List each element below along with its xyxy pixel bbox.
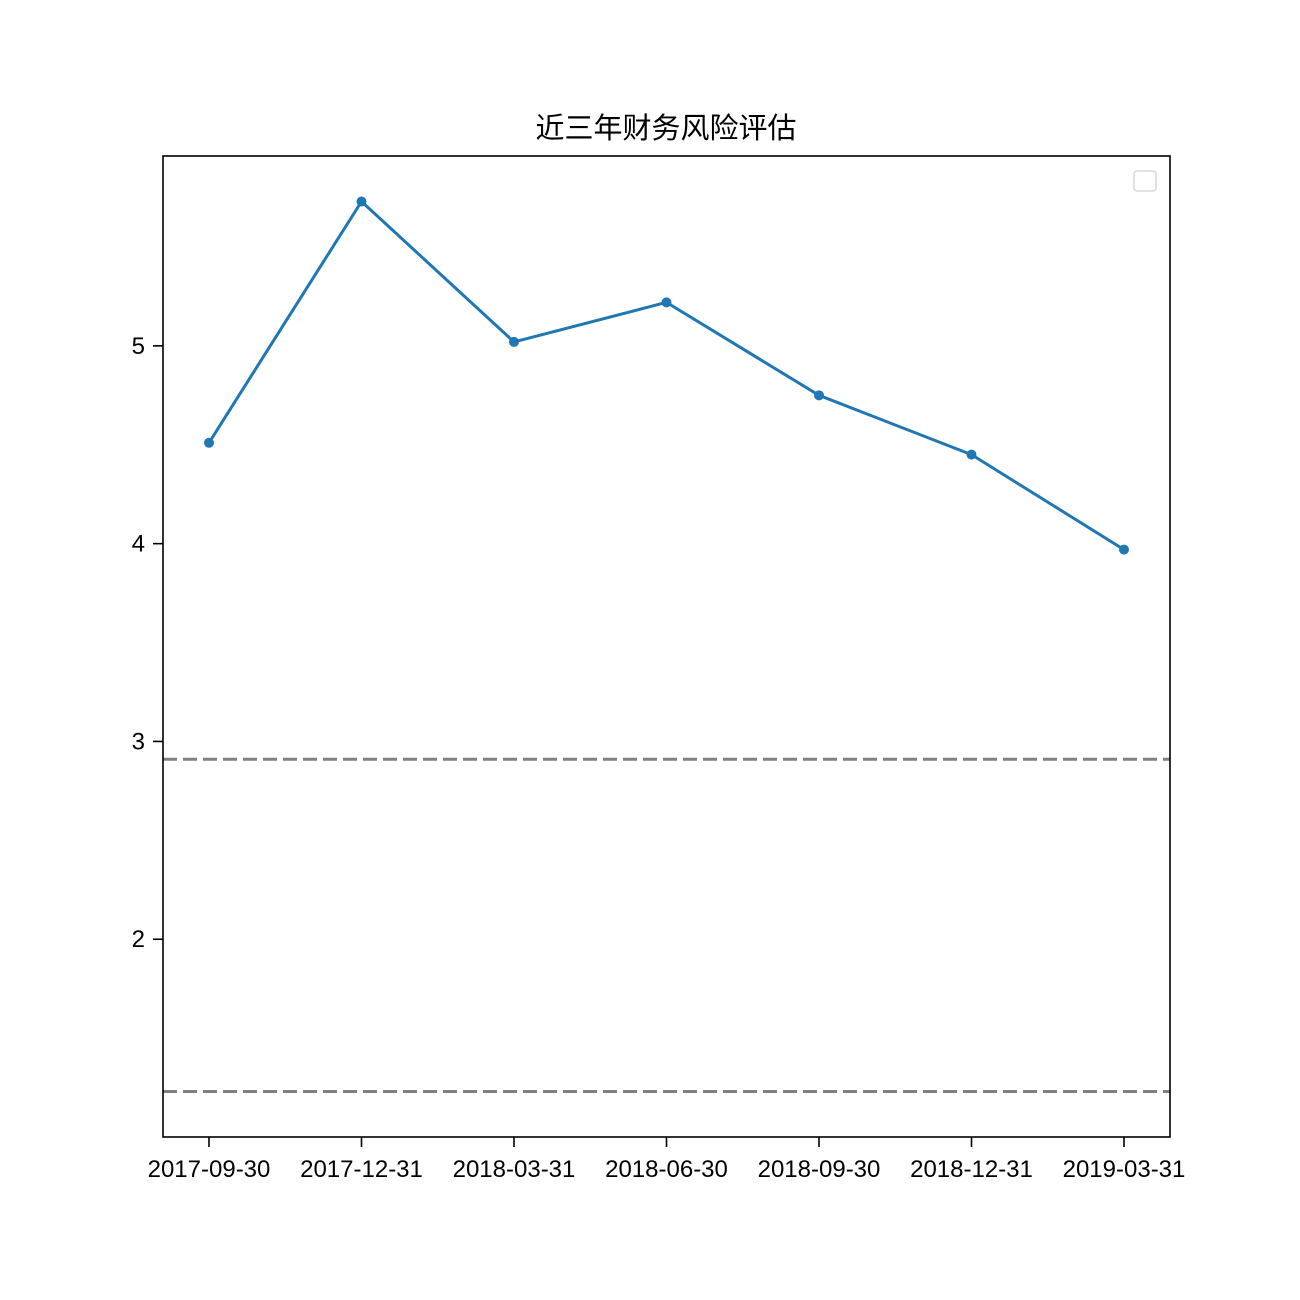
y-tick-label-2: 3 [132, 728, 145, 755]
legend-box [1133, 170, 1157, 192]
x-tick-label-2: 2017-12-31 [300, 1156, 423, 1183]
data-point-3 [509, 336, 519, 347]
x-tick-label-6: 2018-12-31 [910, 1156, 1033, 1183]
x-axis: 2017-09-30 2017-12-31 2018-03-31 2018-06-30… [148, 1137, 1186, 1183]
y-tick-label-4: 5 [132, 333, 145, 360]
x-tick-label-4: 2018-06-30 [605, 1156, 728, 1183]
data-point-6 [966, 449, 977, 460]
data-point-1 [204, 437, 214, 448]
data-point-7 [1119, 544, 1129, 555]
data-point-5 [814, 390, 824, 401]
x-tick-label-7: 2019-03-31 [1063, 1156, 1186, 1183]
y-tick-label-1: 2 [132, 926, 145, 953]
x-tick-label-5: 2018-09-30 [758, 1156, 881, 1183]
chart-title: 近三年财务风险评估 [535, 111, 796, 145]
data-point-4 [661, 297, 672, 308]
reference-lines [163, 757, 1170, 1094]
x-tick-label-1: 2017-09-30 [148, 1156, 271, 1183]
y-axis: 2 3 4 5 [132, 333, 163, 953]
plot-frame [162, 155, 1171, 1138]
series-layer [204, 196, 1129, 555]
y-tick-label-3: 4 [132, 531, 145, 558]
x-tick-label-3: 2018-03-31 [453, 1156, 576, 1183]
data-point-2 [356, 196, 367, 207]
